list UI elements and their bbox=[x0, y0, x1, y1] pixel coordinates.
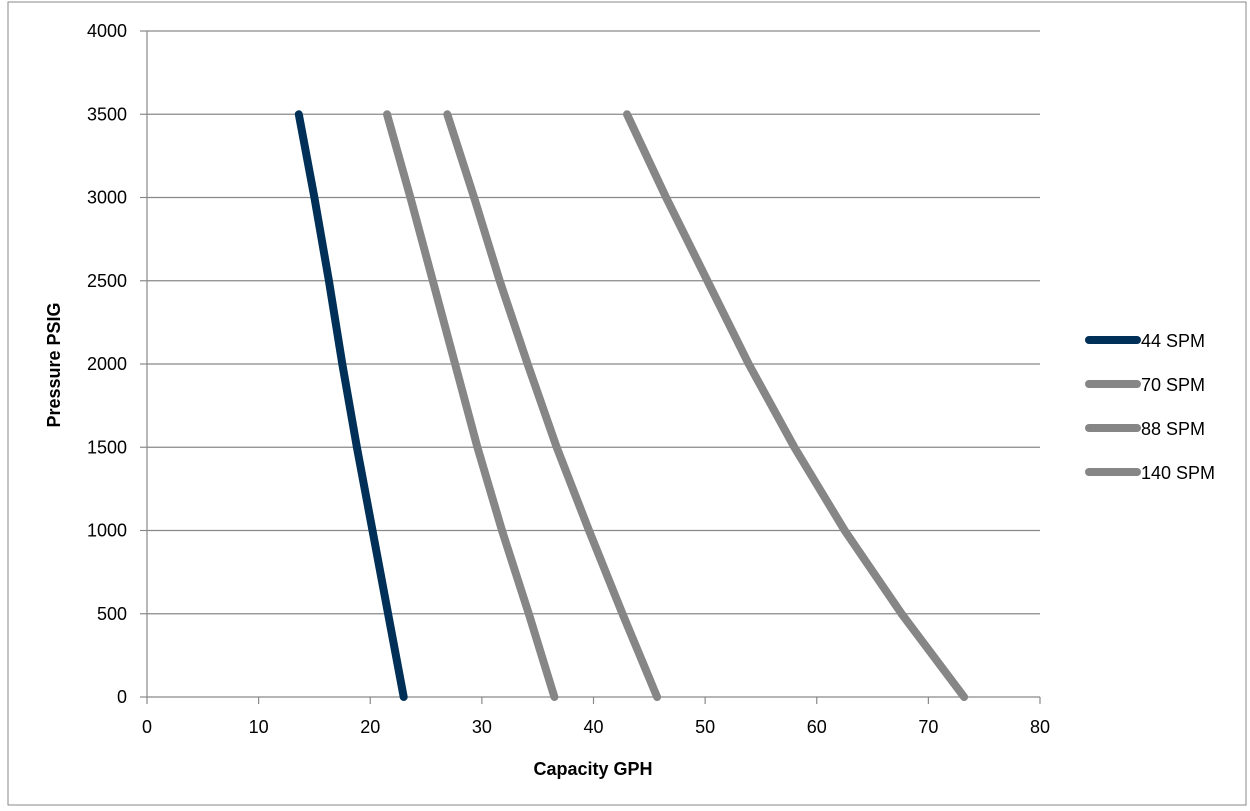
y-tick-label: 0 bbox=[117, 687, 127, 707]
y-tick-label: 500 bbox=[97, 604, 127, 624]
x-tick-label: 0 bbox=[142, 717, 152, 737]
chart-border bbox=[7, 1, 1247, 806]
x-tick-label: 30 bbox=[472, 717, 492, 737]
x-tick-label: 20 bbox=[360, 717, 380, 737]
series-line-140-spm bbox=[623, 110, 969, 701]
legend-item: 88 SPM bbox=[1085, 419, 1205, 439]
x-tick-label: 80 bbox=[1030, 717, 1050, 737]
legend-item: 140 SPM bbox=[1085, 463, 1215, 483]
x-axis-title: Capacity GPH bbox=[533, 759, 652, 779]
legend-label: 70 SPM bbox=[1141, 375, 1205, 395]
x-tick-label: 50 bbox=[695, 717, 715, 737]
y-tick-label: 2000 bbox=[87, 354, 127, 374]
y-axis-ticks: 0 500 1000 1500 2000 2500 3000 3500 4000 bbox=[87, 21, 147, 707]
legend-label: 88 SPM bbox=[1141, 419, 1205, 439]
y-tick-label: 2500 bbox=[87, 271, 127, 291]
legend-item: 44 SPM bbox=[1085, 331, 1205, 351]
series-line-44-spm bbox=[294, 110, 408, 701]
gridlines bbox=[147, 30, 1040, 615]
legend-label: 44 SPM bbox=[1141, 331, 1205, 351]
series-lines bbox=[294, 110, 969, 701]
x-tick-label: 10 bbox=[249, 717, 269, 737]
y-tick-label: 4000 bbox=[87, 21, 127, 41]
x-axis-ticks: 0 10 20 30 40 50 60 70 80 bbox=[142, 697, 1050, 737]
legend: 44 SPM 70 SPM 88 SPM 140 SPM bbox=[1085, 331, 1215, 483]
y-tick-label: 1000 bbox=[87, 521, 127, 541]
y-tick-label: 1500 bbox=[87, 437, 127, 457]
x-tick-label: 70 bbox=[918, 717, 938, 737]
x-tick-label: 60 bbox=[807, 717, 827, 737]
y-tick-label: 3500 bbox=[87, 104, 127, 124]
y-axis-title: Pressure PSIG bbox=[44, 302, 64, 427]
x-tick-label: 40 bbox=[583, 717, 603, 737]
legend-item: 70 SPM bbox=[1085, 375, 1205, 395]
series-line-88-spm bbox=[443, 110, 662, 701]
series-line-70-spm bbox=[383, 110, 559, 701]
legend-label: 140 SPM bbox=[1141, 463, 1215, 483]
y-tick-label: 3000 bbox=[87, 188, 127, 208]
